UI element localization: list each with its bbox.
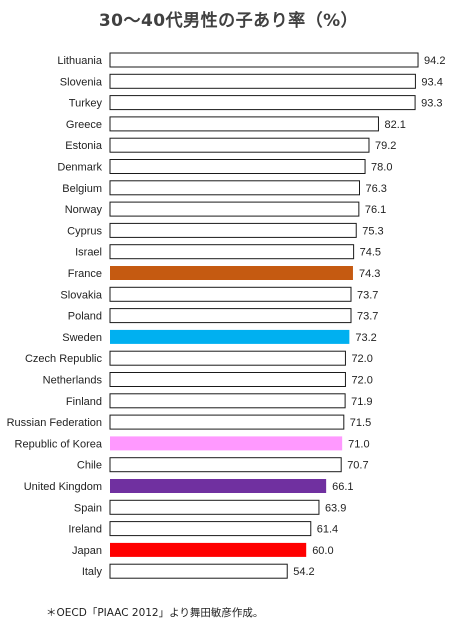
category-label-norway: Norway xyxy=(65,204,103,216)
value-label-israel: 74.5 xyxy=(360,247,381,259)
bar-netherlands xyxy=(109,372,346,387)
value-label-russian-federation: 71.5 xyxy=(350,417,371,429)
category-label-sweden: Sweden xyxy=(62,332,102,344)
bar-spain xyxy=(109,499,320,515)
category-label-japan: Japan xyxy=(72,545,102,557)
bar-israel xyxy=(109,244,355,260)
bar-united-kingdom xyxy=(110,479,327,493)
bar-ireland xyxy=(109,521,312,537)
category-label-spain: Spain xyxy=(74,502,102,514)
value-label-italy: 54.2 xyxy=(293,566,314,578)
category-label-ireland: Ireland xyxy=(68,524,102,536)
bar-greece xyxy=(109,116,379,132)
bar-cyprus xyxy=(109,222,357,238)
category-label-netherlands: Netherlands xyxy=(43,375,103,387)
value-label-japan: 60.0 xyxy=(312,545,333,557)
value-label-finland: 71.9 xyxy=(351,396,372,408)
value-label-turkey: 93.3 xyxy=(421,98,442,110)
value-label-republic-of-korea: 71.0 xyxy=(348,438,369,450)
value-label-greece: 82.1 xyxy=(384,119,405,131)
value-label-united-kingdom: 66.1 xyxy=(332,481,353,493)
bar-chile xyxy=(109,457,342,473)
bar-denmark xyxy=(109,159,366,174)
category-label-slovenia: Slovenia xyxy=(60,76,103,88)
bar-turkey xyxy=(109,95,416,111)
bar-slovenia xyxy=(109,73,416,89)
category-label-chile: Chile xyxy=(77,460,102,472)
value-label-belgium: 76.3 xyxy=(366,183,387,195)
value-label-chile: 70.7 xyxy=(347,460,368,472)
category-label-denmark: Denmark xyxy=(57,162,102,174)
bar-france xyxy=(110,266,353,280)
value-label-czech-republic: 72.0 xyxy=(351,353,372,365)
category-label-italy: Italy xyxy=(82,566,103,578)
category-label-finland: Finland xyxy=(66,396,102,408)
category-label-slovakia: Slovakia xyxy=(60,289,102,301)
value-label-poland: 73.7 xyxy=(357,311,378,323)
value-label-lithuania: 94.2 xyxy=(424,55,445,67)
category-label-cyprus: Cyprus xyxy=(67,225,102,237)
value-label-cyprus: 75.3 xyxy=(362,225,383,237)
chart-footnote: ＊OECD「PIAAC 2012」より舞田敏彦作成。 xyxy=(46,607,264,619)
bar-finland xyxy=(109,393,346,409)
bar-russian-federation xyxy=(109,414,345,430)
bar-poland xyxy=(109,308,352,324)
category-label-israel: Israel xyxy=(75,247,102,259)
value-label-netherlands: 72.0 xyxy=(351,375,372,387)
category-label-belgium: Belgium xyxy=(62,183,102,195)
value-label-slovenia: 93.4 xyxy=(421,76,442,88)
category-label-greece: Greece xyxy=(66,119,102,131)
category-label-republic-of-korea: Republic of Korea xyxy=(15,438,103,450)
bar-sweden xyxy=(110,329,350,344)
bar-belgium xyxy=(109,180,361,196)
bar-japan xyxy=(110,542,307,557)
category-label-france: France xyxy=(68,268,102,280)
value-label-norway: 76.1 xyxy=(365,204,386,216)
bar-estonia xyxy=(109,137,370,153)
value-label-denmark: 78.0 xyxy=(371,162,392,174)
value-label-spain: 63.9 xyxy=(325,502,346,514)
category-label-estonia: Estonia xyxy=(65,140,103,152)
bar-republic-of-korea xyxy=(110,436,343,451)
category-label-lithuania: Lithuania xyxy=(57,55,103,67)
bar-norway xyxy=(109,201,360,217)
category-label-turkey: Turkey xyxy=(69,98,103,110)
bar-czech-republic xyxy=(109,350,346,366)
category-label-poland: Poland xyxy=(68,311,102,323)
chart-title: 30〜40代男性の子あり率（%） xyxy=(98,11,359,31)
bar-italy xyxy=(109,563,288,579)
category-label-united-kingdom: United Kingdom xyxy=(24,481,102,493)
category-label-russian-federation: Russian Federation xyxy=(7,417,102,429)
bar-lithuania xyxy=(109,52,419,68)
value-label-slovakia: 73.7 xyxy=(357,289,378,301)
bar-slovakia xyxy=(109,286,352,302)
value-label-sweden: 73.2 xyxy=(355,332,376,344)
category-label-czech-republic: Czech Republic xyxy=(25,353,103,365)
value-label-estonia: 79.2 xyxy=(375,140,396,152)
value-label-france: 74.3 xyxy=(359,268,380,280)
value-label-ireland: 61.4 xyxy=(317,524,338,536)
